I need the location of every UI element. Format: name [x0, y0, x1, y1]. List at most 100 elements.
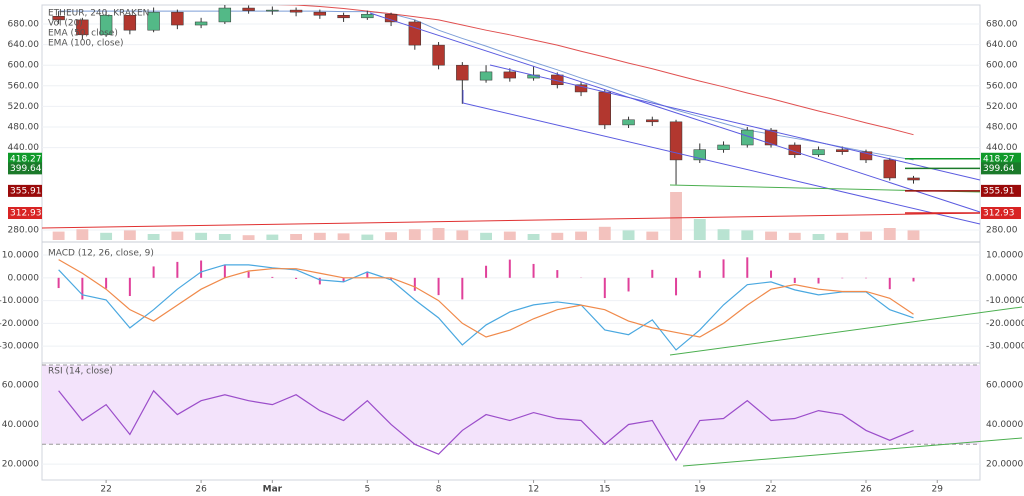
- indicator-line: [275, 5, 914, 136]
- x-tick-label: 15: [599, 485, 610, 495]
- volume-bar: [266, 234, 279, 240]
- candle-body: [147, 11, 160, 31]
- volume-bar: [52, 231, 65, 240]
- y-tick-label: 560.00: [8, 81, 40, 91]
- volume-bar: [480, 232, 493, 240]
- candle-body: [669, 121, 683, 161]
- x-tick-label: Mar: [263, 485, 283, 495]
- y-tick-label: 0.0000: [8, 273, 40, 283]
- y-tick-label: 480.00: [8, 122, 40, 132]
- histogram-bar: [413, 277, 416, 291]
- candle-body: [171, 11, 184, 26]
- y-tick-label: 40.0000: [2, 420, 39, 430]
- histogram-bar: [485, 265, 488, 278]
- volume-bar: [503, 231, 516, 240]
- histogram-bar: [793, 277, 796, 284]
- y-tick-label: 520.00: [8, 102, 40, 112]
- y-tick-label: 20.0000: [2, 460, 39, 470]
- candle-body: [598, 91, 611, 126]
- candle-body: [622, 119, 635, 126]
- trend-lines: [41, 12, 1023, 467]
- histogram-bar: [342, 277, 345, 282]
- x-tick-label: 22: [765, 485, 776, 495]
- candle-body: [289, 9, 303, 13]
- candle-body: [717, 144, 730, 150]
- candle-body: [313, 11, 327, 16]
- x-tick-label: 12: [528, 485, 539, 495]
- price-pane: [42, 5, 980, 240]
- histogram-bar: [722, 259, 725, 278]
- histogram-bar: [176, 261, 179, 278]
- histogram-bar: [912, 277, 915, 282]
- legend-entry: EMA (50, close): [48, 29, 118, 39]
- y-tick-label: 600.00: [8, 61, 40, 71]
- candle-body: [693, 149, 706, 161]
- histogram-bar: [295, 277, 298, 279]
- price-label-bg: [981, 162, 1021, 175]
- x-tick-label: 5: [364, 485, 370, 495]
- candle-body: [337, 14, 350, 19]
- candle-body: [503, 71, 516, 79]
- histogram-bar: [603, 277, 606, 299]
- candle-body: [52, 16, 65, 21]
- candle-body: [859, 151, 873, 161]
- histogram-bar: [556, 270, 559, 278]
- histogram-bar: [675, 277, 678, 296]
- candle-body: [194, 21, 208, 26]
- histogram-bar: [152, 266, 155, 278]
- y-tick-label: 20.0000: [986, 460, 1023, 470]
- price-label-bg: [981, 184, 1021, 197]
- y-tick-label: -10.0000: [986, 296, 1024, 306]
- y-tick-label: 600.00: [986, 61, 1018, 71]
- volume-bar: [860, 231, 872, 240]
- price-label-bg: [8, 152, 42, 165]
- y-tick-label: 280.00: [8, 225, 40, 235]
- y-tick-label: -10.0000: [0, 296, 39, 306]
- rsi-pane: [42, 364, 980, 465]
- y-tick-label: 520.00: [986, 102, 1018, 112]
- y-tick-label: 640.00: [986, 40, 1018, 50]
- volume-bar: [242, 235, 255, 240]
- volume-bar: [408, 229, 421, 240]
- volume-bar: [812, 234, 825, 240]
- x-tick-label: 8: [436, 485, 442, 495]
- volume-bar: [527, 234, 540, 240]
- histogram-bar: [888, 277, 891, 290]
- indicator-line: [58, 264, 914, 351]
- y-tick-label: 10.0000: [986, 251, 1023, 261]
- histogram-bar: [318, 277, 321, 285]
- candle-body: [646, 119, 659, 123]
- indicator-line: [58, 259, 914, 338]
- candle-body: [242, 7, 255, 11]
- price-label-bg: [8, 207, 42, 220]
- y-tick-label: 0.0000: [986, 273, 1018, 283]
- y-tick-label: 440.00: [8, 143, 40, 153]
- candle-body: [76, 19, 89, 36]
- price-label: 312.93: [10, 209, 42, 219]
- x-tick-label: 29: [932, 485, 944, 495]
- histogram-bar: [746, 257, 749, 278]
- y-tick-label: 680.00: [8, 19, 40, 29]
- candle-body: [764, 129, 778, 146]
- price-label: 355.91: [983, 186, 1015, 196]
- histogram-bar: [461, 277, 464, 300]
- price-label: 418.27: [10, 154, 42, 164]
- legend-entry: EMA (100, close): [48, 39, 124, 49]
- volume-bar: [218, 234, 231, 240]
- histogram-bar: [508, 259, 511, 278]
- indicator-line: [58, 389, 914, 462]
- candle-body: [218, 7, 232, 23]
- price-label-bg: [981, 152, 1021, 165]
- price-label: 355.91: [10, 186, 42, 196]
- volume-bar: [432, 228, 445, 240]
- volume-bar: [171, 231, 184, 240]
- price-label-bg: [8, 162, 42, 175]
- volume-bar: [836, 232, 849, 240]
- candle-body: [432, 44, 445, 66]
- histogram-bar: [271, 276, 274, 278]
- price-label: 399.64: [10, 164, 42, 174]
- candle-body: [361, 13, 374, 19]
- histogram-bar: [390, 277, 393, 280]
- x-tick-label: 26: [860, 485, 872, 495]
